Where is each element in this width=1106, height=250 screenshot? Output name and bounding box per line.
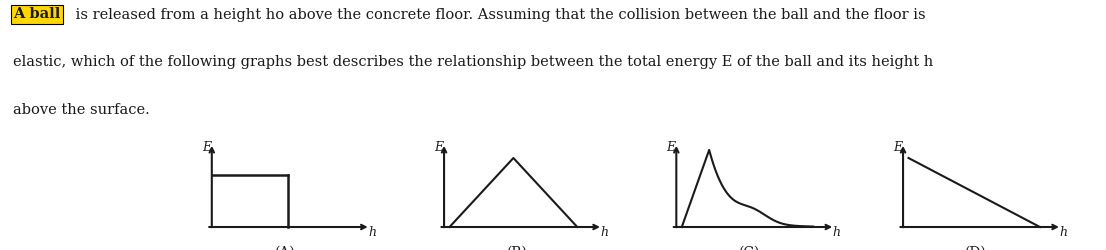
Text: h: h [833, 226, 841, 238]
Text: E: E [666, 141, 676, 154]
Text: (D): (D) [966, 246, 987, 250]
Text: (C): (C) [739, 246, 760, 250]
Text: E: E [434, 141, 444, 154]
Text: elastic, which of the following graphs best describes the relationship between t: elastic, which of the following graphs b… [13, 55, 933, 69]
Text: A ball: A ball [13, 8, 61, 22]
Text: E: E [201, 141, 211, 154]
Text: is released from a height ho above the concrete floor. Assuming that the collisi: is released from a height ho above the c… [71, 8, 926, 22]
Text: E: E [893, 141, 902, 154]
Text: above the surface.: above the surface. [13, 102, 150, 117]
Text: (B): (B) [507, 246, 528, 250]
Text: (A): (A) [274, 246, 295, 250]
Text: h: h [368, 226, 376, 238]
Text: h: h [1060, 226, 1067, 238]
Text: h: h [601, 226, 608, 238]
